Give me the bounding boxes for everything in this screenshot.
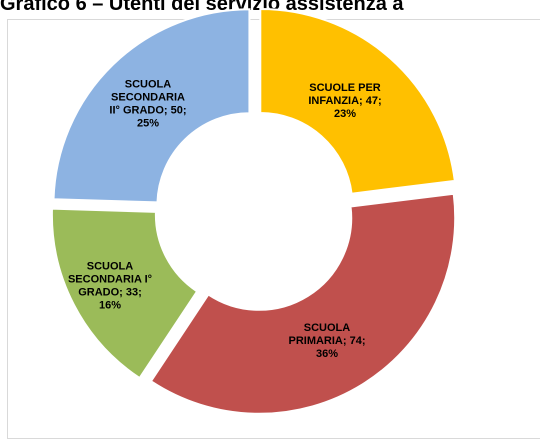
chart-title: Grafico 6 – Utenti del servizio assisten…: [0, 0, 404, 15]
slice-scuola-primaria: [149, 192, 457, 415]
slice-data-label: SCUOLE PER INFANZIA; 47; 23%: [308, 82, 381, 120]
slice-data-label: SCUOLA SECONDARIA II° GRADO; 50; 25%: [109, 79, 186, 130]
slice-scuola-secondaria-ii-grado: [52, 8, 251, 204]
slice-data-label: SCUOLA SECONDARIA I° GRADO; 33; 16%: [68, 261, 152, 312]
slice-scuola-secondaria-i-grado: [50, 207, 199, 380]
slice-data-label: SCUOLA PRIMARIA; 74; 36%: [288, 322, 365, 360]
donut-chart: SCUOLE PER INFANZIA; 47; 23% SCUOLA PRIMARIA…: [50, 8, 457, 415]
slice-scuole-per-infanzia: [259, 8, 456, 195]
